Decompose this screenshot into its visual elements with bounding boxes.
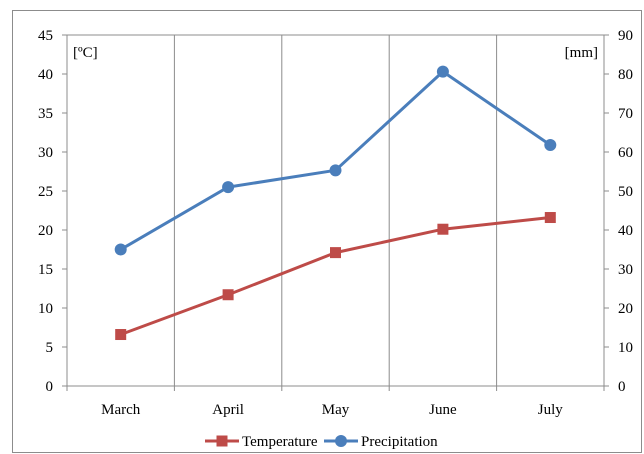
right-axis-ticks: 0 10 20 30 40 50 60 70 80 90 [604, 28, 633, 395]
left-tick-label: 30 [38, 145, 53, 161]
grid [173, 35, 498, 386]
left-tick-label: 45 [38, 28, 53, 44]
right-tick-label: 10 [618, 340, 633, 356]
legend-marker [335, 435, 347, 447]
data-point-temperature [330, 247, 341, 259]
data-point-temperature [544, 212, 556, 224]
legend: Temperature Precipitation [205, 434, 438, 450]
legend-item-precipitation: Precipitation [324, 434, 438, 450]
data-point-precipitation [436, 65, 449, 78]
data-point-precipitation [114, 243, 127, 256]
data-point-temperature [115, 329, 127, 341]
left-tick-label: 20 [38, 223, 53, 239]
series-precipitation [114, 65, 557, 256]
series-line-temperature [120, 216, 551, 336]
left-tick-label: 25 [38, 184, 53, 200]
series [114, 65, 557, 341]
right-tick-label: 70 [618, 106, 633, 122]
data-point-precipitation [329, 164, 342, 177]
plot-area [66, 34, 605, 387]
category-label: April [212, 402, 244, 418]
left-axis-unit: [ºC] [73, 45, 98, 61]
right-axis-unit: [mm] [565, 45, 598, 61]
category-label: July [538, 402, 564, 418]
category-ticks: March April May June July [66, 386, 605, 418]
right-tick-label: 0 [618, 379, 626, 395]
chart-frame [12, 10, 642, 453]
data-point-precipitation [544, 138, 557, 151]
legend-label: Temperature [242, 434, 318, 450]
left-tick-label: 10 [38, 301, 53, 317]
right-tick-label: 60 [618, 145, 633, 161]
right-tick-label: 30 [618, 262, 633, 278]
right-tick-label: 40 [618, 223, 633, 239]
right-tick-label: 80 [618, 67, 633, 83]
left-tick-label: 40 [38, 67, 53, 83]
right-tick-label: 50 [618, 184, 633, 200]
left-tick-label: 35 [38, 106, 53, 122]
legend-label: Precipitation [361, 434, 438, 450]
category-label: March [101, 402, 141, 418]
category-label: June [429, 402, 457, 418]
left-tick-label: 0 [46, 379, 54, 395]
axes [66, 34, 605, 387]
left-tick-label: 5 [46, 340, 54, 356]
left-tick-label: 15 [38, 262, 53, 278]
data-point-precipitation [222, 181, 235, 194]
data-point-temperature [222, 289, 234, 301]
right-tick-label: 90 [618, 28, 633, 44]
series-line-precipitation [119, 70, 552, 251]
right-tick-label: 20 [618, 301, 633, 317]
legend-marker [216, 435, 228, 447]
data-point-temperature [437, 223, 449, 235]
category-label: May [322, 402, 350, 418]
left-axis-ticks: 0 5 10 15 20 25 30 35 40 45 [38, 28, 67, 395]
legend-item-temperature: Temperature [205, 434, 318, 450]
series-temperature [115, 212, 556, 341]
